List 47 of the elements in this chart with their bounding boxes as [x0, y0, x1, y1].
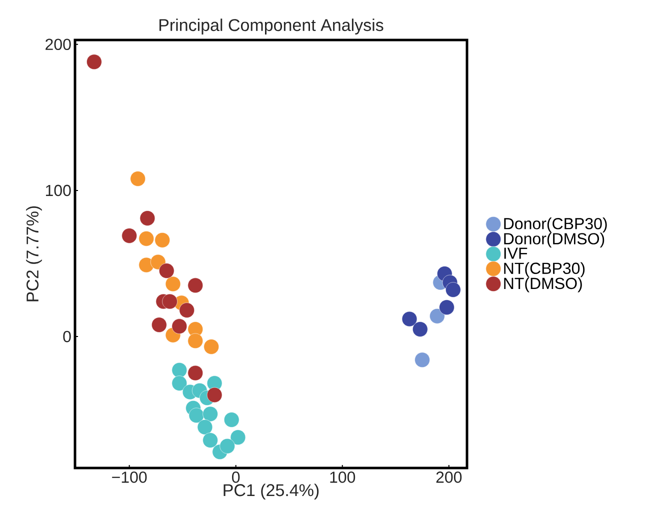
point — [152, 317, 167, 332]
legend-label: IVF — [504, 248, 528, 259]
point — [188, 408, 204, 424]
legend-label: Donor(DMSO) — [504, 232, 604, 248]
y-tick-label: 100 — [46, 184, 71, 196]
point — [202, 406, 218, 422]
point — [188, 365, 204, 381]
point — [165, 276, 181, 292]
point — [158, 263, 174, 278]
x-tick-label: 100 — [330, 472, 356, 483]
point — [439, 300, 454, 315]
point — [154, 232, 170, 248]
point — [230, 430, 246, 445]
x-axis-title: PC1 (25.4%) — [224, 484, 319, 500]
point — [86, 54, 102, 70]
legend-label: NT(CBP30) — [504, 262, 585, 278]
point — [224, 412, 240, 428]
chart-title: Principal Component Analysis — [159, 18, 384, 34]
point — [179, 302, 195, 318]
y-axis-title: PC2 (7.77%) — [26, 206, 42, 302]
point — [172, 362, 188, 378]
point — [140, 210, 156, 226]
x-tick-label: 0 — [232, 472, 240, 483]
point — [188, 333, 204, 349]
x-tick-label: 200 — [436, 472, 462, 483]
point — [162, 294, 178, 310]
point — [220, 438, 235, 454]
point — [172, 318, 188, 334]
point — [414, 352, 430, 368]
x-tick-label: −100 — [112, 472, 147, 483]
point — [402, 311, 418, 327]
point — [412, 322, 428, 337]
point — [204, 339, 219, 354]
y-tick-label: 0 — [63, 330, 71, 342]
legend-label: NT(DMSO) — [504, 277, 582, 292]
point — [130, 171, 146, 186]
y-tick-label: 200 — [46, 38, 71, 50]
point — [430, 308, 445, 324]
point — [138, 231, 154, 246]
point — [197, 419, 213, 435]
point — [202, 432, 218, 448]
point — [172, 376, 188, 391]
point — [446, 282, 461, 298]
legend-label: Donor(CBP30) — [504, 218, 607, 232]
point — [188, 278, 204, 294]
point — [122, 228, 137, 244]
point — [206, 387, 222, 403]
